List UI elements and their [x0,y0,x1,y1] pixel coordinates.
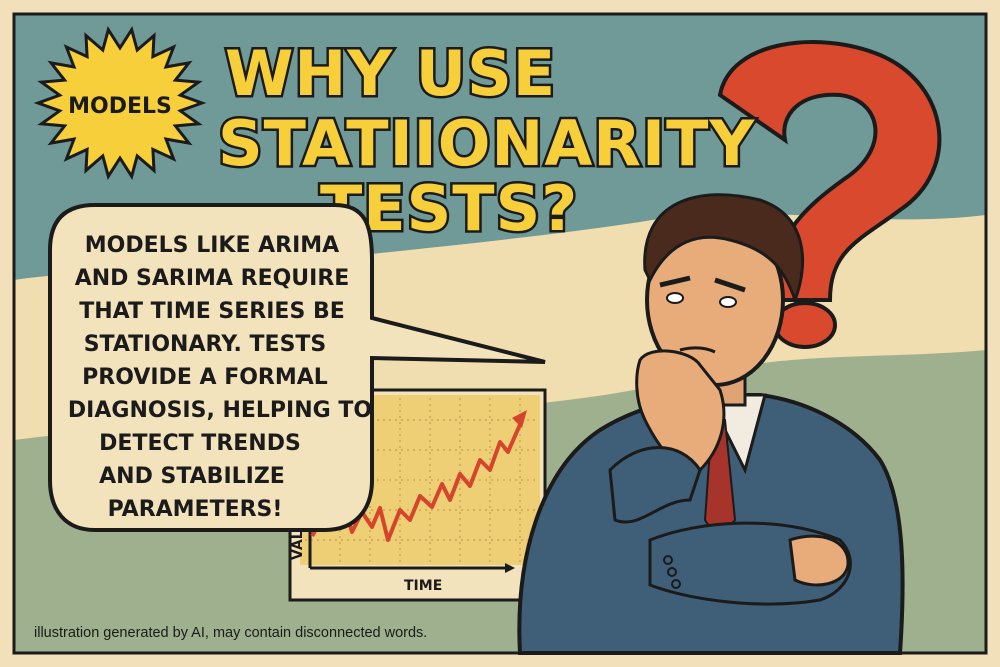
badge-label: MODELS [68,94,172,119]
title-line-1: WHY USE [225,37,556,110]
ai-disclaimer-caption: illustration generated by AI, may contai… [34,625,428,641]
bubble-line: PARAMETERS! [108,497,283,522]
bubble-line: STATIONARY. TESTS [84,332,327,357]
panel-border [12,12,988,655]
title-line-2: STATIIONARITY [218,107,755,180]
bubble-line: AND STABILIZE [99,464,285,489]
thinking-man-illustration [517,193,905,655]
right-eye [719,296,737,308]
raised-arm [608,446,702,524]
bubble-line: THAT TIME SERIES BE [79,299,345,324]
eyebrows [659,275,746,293]
hair [643,193,805,305]
left-eye [666,292,684,304]
trend-arrowhead [512,410,527,428]
sleeve-button [671,579,681,589]
sleeve-button [663,555,673,565]
hand-on-arm [788,534,850,587]
mouth [679,346,716,354]
bubble-line: PROVIDE A FORMAL [82,365,328,390]
bubble-line: DIAGNOSIS, HELPING TO [68,398,372,423]
speech-bubble-text: MODELS LIKE ARIMA AND SARIMA REQUIRE THA… [68,233,372,522]
bubble-line: DETECT TRENDS [99,431,301,456]
speech-bubble [48,203,546,532]
starburst-icon [33,26,207,180]
bubble-line: MODELS LIKE ARIMA [85,233,339,258]
x-axis-arrow [505,563,515,573]
bubble-line: AND SARIMA REQUIRE [75,266,350,291]
question-mark-icon [717,40,942,302]
models-badge: MODELS [33,26,207,180]
x-axis-label: TIME [404,578,442,594]
sleeve-button [667,567,677,577]
